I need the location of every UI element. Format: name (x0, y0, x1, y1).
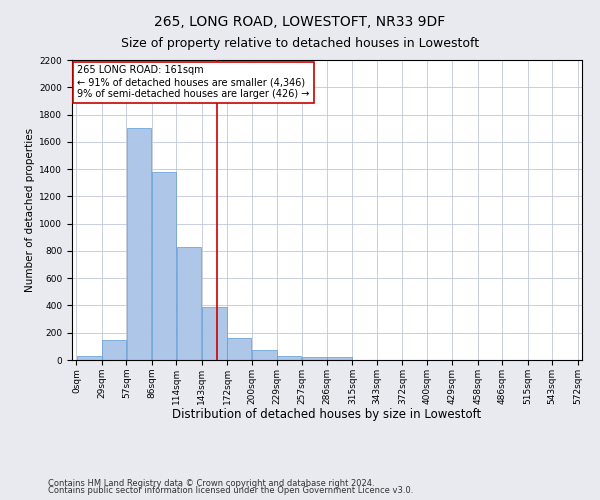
Text: 265, LONG ROAD, LOWESTOFT, NR33 9DF: 265, LONG ROAD, LOWESTOFT, NR33 9DF (154, 15, 446, 29)
Text: Contains HM Land Registry data © Crown copyright and database right 2024.: Contains HM Land Registry data © Crown c… (48, 478, 374, 488)
Text: Contains public sector information licensed under the Open Government Licence v3: Contains public sector information licen… (48, 486, 413, 495)
Y-axis label: Number of detached properties: Number of detached properties (25, 128, 35, 292)
Bar (202, 307, 227, 360)
X-axis label: Distribution of detached houses by size in Lowestoft: Distribution of detached houses by size … (172, 408, 482, 421)
Text: 265 LONG ROAD: 161sqm
← 91% of detached houses are smaller (4,346)
9% of semi-de: 265 LONG ROAD: 161sqm ← 91% of detached … (77, 66, 310, 98)
Bar (176, 247, 202, 360)
Bar (252, 350, 277, 360)
Bar (327, 356, 352, 360)
Bar (127, 128, 151, 360)
Bar (277, 356, 301, 360)
Bar (102, 340, 126, 360)
Text: Size of property relative to detached houses in Lowestoft: Size of property relative to detached ho… (121, 38, 479, 51)
Bar (302, 356, 327, 360)
Bar (227, 338, 251, 360)
Bar (152, 172, 176, 360)
Bar (77, 356, 101, 360)
